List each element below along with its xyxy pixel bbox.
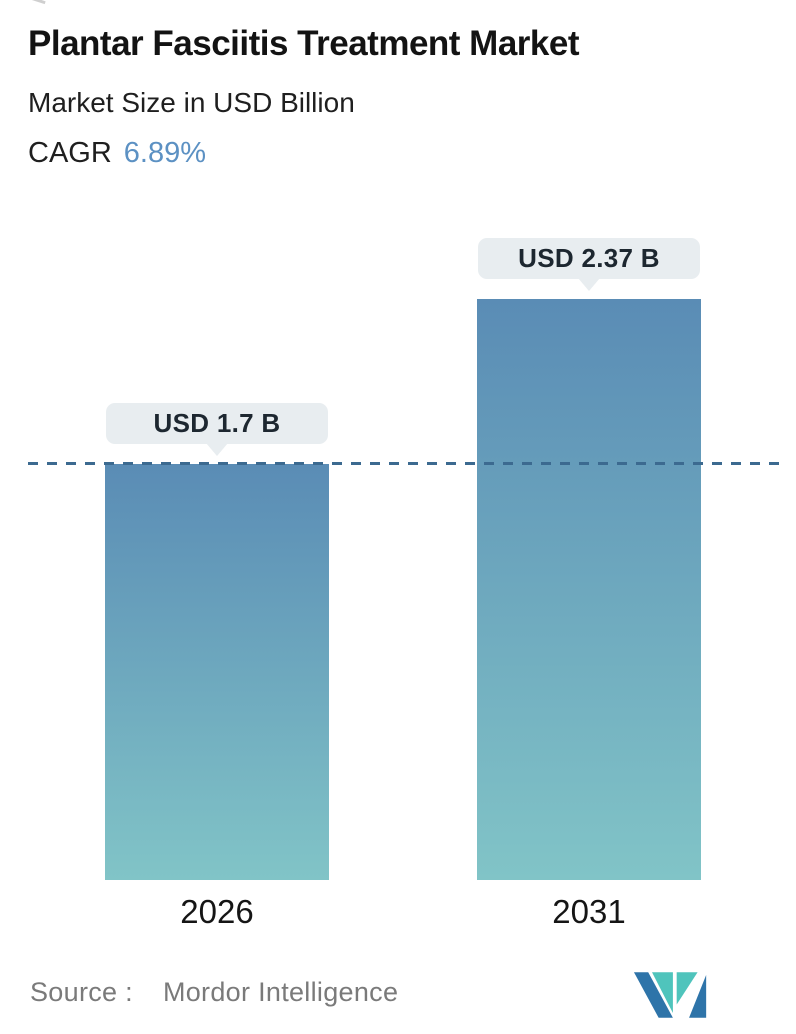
chart-subtitle: Market Size in USD Billion — [28, 87, 355, 118]
value-tooltip-2031: USD 2.37 B — [478, 238, 700, 280]
crop-artifact — [12, 0, 46, 5]
cagr-row: CAGR 6.89% — [28, 137, 206, 170]
mordor-intelligence-logo — [633, 971, 709, 1019]
bar-group-2026: USD 1.7 B 2026 — [105, 402, 329, 930]
reference-line — [28, 462, 788, 465]
source-name: Mordor Intelligence — [162, 977, 399, 1007]
bar-2026[interactable] — [105, 463, 329, 880]
value-tooltip-2026: USD 1.7 B — [106, 402, 328, 444]
cagr-value: 6.89% — [123, 137, 207, 169]
bar-2031[interactable] — [477, 299, 701, 880]
cagr-label: CAGR — [28, 137, 112, 169]
x-axis-label-2026: 2026 — [180, 893, 254, 930]
bar-group-2031: USD 2.37 B 2031 — [477, 238, 701, 930]
source-row: Source : Mordor Intelligence — [30, 977, 398, 1008]
page-title: Plantar Fasciitis Treatment Market — [28, 24, 580, 63]
x-axis-label-2031: 2031 — [552, 893, 626, 930]
mordor-logo-icon — [633, 972, 707, 1018]
source-label: Source : — [30, 977, 133, 1007]
